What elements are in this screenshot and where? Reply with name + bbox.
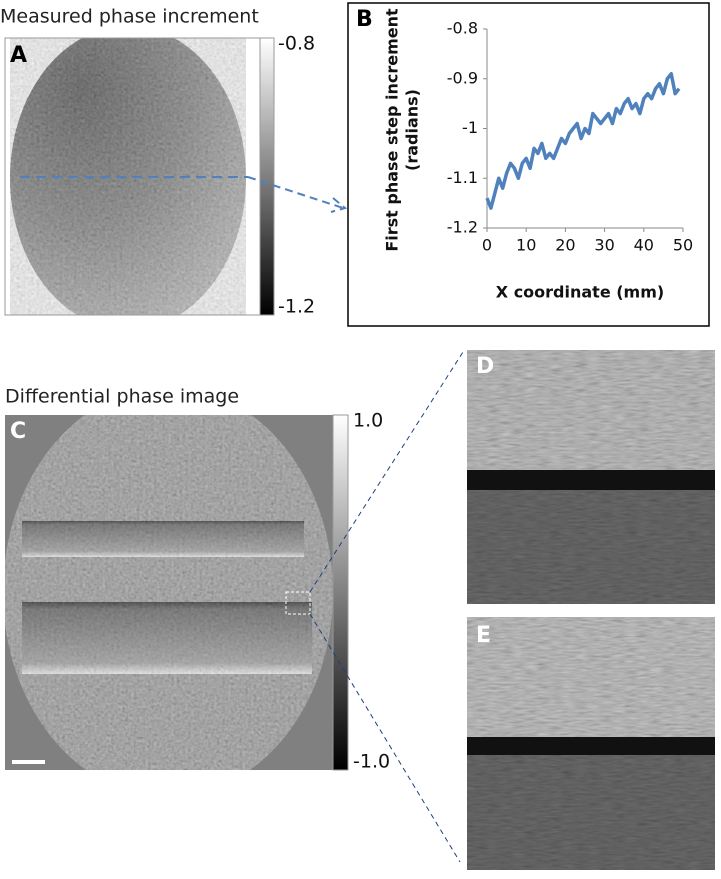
series-line	[485, 72, 681, 210]
x-tick-label: 20	[555, 236, 575, 255]
phase-image	[5, 38, 260, 315]
colorbar-label: 1.0	[353, 410, 383, 432]
y-axis-label: First phase step increment	[383, 8, 402, 252]
y-tick-label: -0.8	[447, 19, 478, 38]
y-tick-label: -1.1	[447, 168, 478, 187]
panel-label: B	[356, 7, 373, 32]
x-tick-label: 50	[673, 236, 693, 255]
colorbar-label: -1.0	[353, 751, 390, 773]
zoom-image	[467, 350, 715, 604]
colorbar-label: -0.8	[278, 33, 315, 55]
panel-label: E	[476, 623, 491, 648]
panel-label: C	[10, 419, 26, 444]
panel-label: A	[10, 43, 27, 68]
zoom-box	[285, 591, 311, 615]
arrow	[247, 176, 348, 213]
x-axis-label: X coordinate (mm)	[496, 283, 664, 302]
x-tick-label: 30	[594, 236, 614, 255]
colorbar	[259, 37, 275, 316]
colorbar-label: -1.2	[278, 296, 315, 318]
zoom-image	[467, 617, 715, 870]
panel-label: D	[476, 354, 494, 379]
zoom-line	[309, 351, 464, 593]
y-axis-label: (radians)	[403, 89, 422, 171]
y-tick-label: -0.9	[447, 68, 478, 87]
differential-image	[5, 415, 333, 770]
x-tick-label: 10	[516, 236, 536, 255]
y-tick-label: -1	[462, 118, 478, 137]
x-tick-label: 0	[482, 236, 492, 255]
zoom-line	[309, 613, 461, 863]
chart-frame	[347, 2, 710, 327]
x-tick-label: 40	[634, 236, 654, 255]
y-tick-label: -1.2	[447, 218, 478, 237]
panel-title: Differential phase image	[5, 386, 239, 408]
panel-title: Measured phase increment	[0, 6, 259, 28]
colorbar	[332, 414, 349, 771]
